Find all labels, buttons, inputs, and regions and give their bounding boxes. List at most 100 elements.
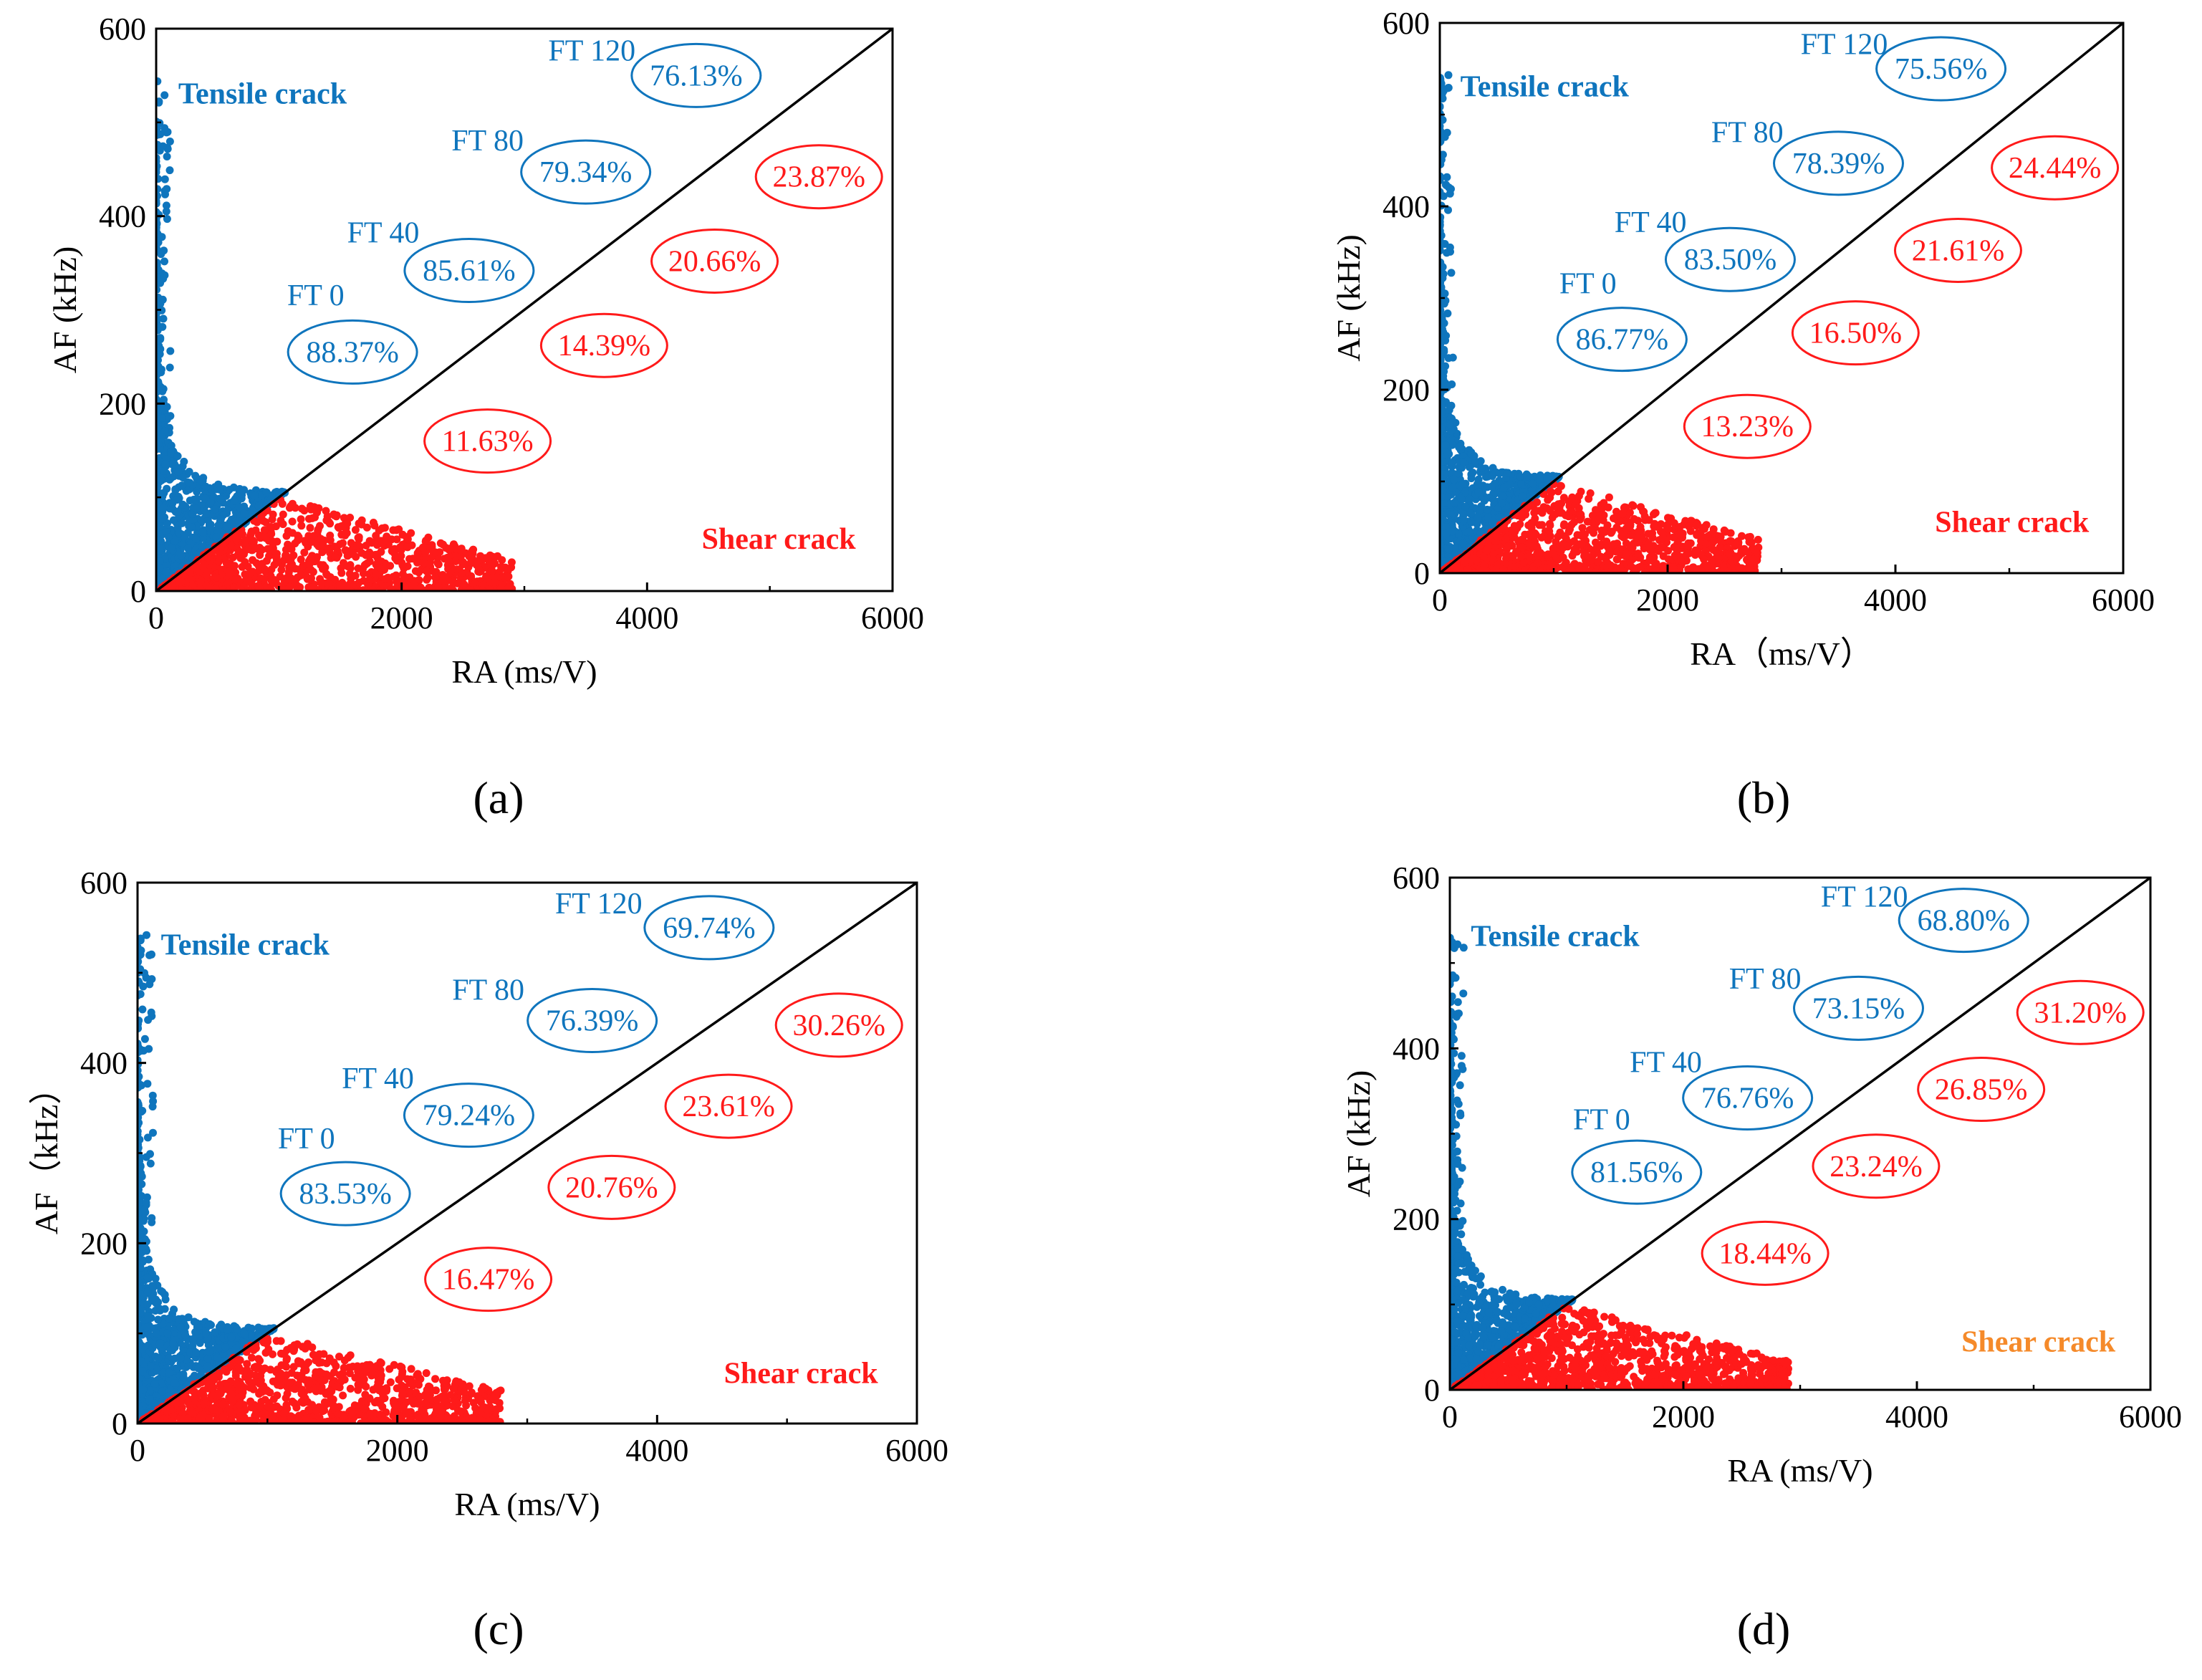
shear-point — [1600, 499, 1608, 507]
shear-point — [1484, 544, 1492, 553]
shear-point — [266, 523, 275, 531]
shear-point — [306, 502, 314, 510]
tensile-point — [159, 489, 168, 498]
shear-point — [1622, 549, 1630, 558]
shear-point — [478, 586, 486, 591]
tensile-point — [1440, 340, 1445, 348]
shear-point — [1676, 556, 1685, 565]
tensile-point — [1444, 71, 1453, 80]
shear-point — [1667, 514, 1675, 523]
shear-point — [239, 530, 246, 539]
tensile-point — [215, 522, 223, 530]
tensile-point — [1440, 492, 1446, 501]
shear-point — [211, 585, 220, 591]
shear-point — [1692, 522, 1701, 530]
shear-point — [380, 524, 389, 532]
shear-point — [440, 555, 448, 563]
tensile-point — [167, 441, 176, 450]
shear-point — [1569, 549, 1578, 557]
shear-point — [340, 585, 348, 591]
shear-point — [1502, 545, 1511, 554]
shear-point — [247, 580, 256, 588]
tensile-point — [1441, 289, 1449, 298]
y-tick-label: 400 — [1383, 189, 1430, 224]
shear-point — [249, 567, 257, 576]
shear-point — [1554, 500, 1562, 509]
tensile-point — [168, 544, 176, 552]
tensile-point — [170, 1305, 178, 1314]
shear-point — [241, 536, 250, 544]
tensile-point — [178, 519, 186, 527]
tensile-point — [206, 498, 215, 507]
shear-point — [1710, 537, 1718, 545]
shear-point — [396, 543, 405, 552]
tensile-point — [216, 515, 225, 524]
shear-point — [1591, 568, 1600, 573]
shear-point — [473, 561, 481, 570]
shear-point — [1489, 555, 1497, 563]
shear-point — [1629, 501, 1638, 510]
tensile-point — [160, 467, 168, 475]
shear-point — [1562, 558, 1570, 567]
shear-point — [410, 577, 418, 585]
shear-point — [291, 539, 299, 548]
tensile-point — [156, 175, 163, 183]
shear-point — [355, 578, 363, 587]
shear-point — [261, 518, 270, 527]
tensile-point — [234, 517, 243, 526]
tensile-point — [237, 486, 246, 495]
tensile-point — [1440, 231, 1446, 240]
shear-point — [1627, 531, 1635, 539]
tensile-point — [163, 153, 171, 160]
shear-point — [320, 536, 329, 544]
shear-point — [1496, 547, 1504, 556]
shear-point — [345, 547, 353, 555]
tensile-point — [1448, 380, 1456, 388]
shear-point — [1545, 527, 1554, 535]
tensile-point — [156, 192, 161, 200]
shear-point — [1726, 529, 1735, 537]
shear-point — [1594, 557, 1602, 566]
y-tick-label: 200 — [99, 386, 146, 421]
tensile-point — [156, 266, 163, 274]
shear-point — [1703, 562, 1711, 570]
tensile-point — [1498, 499, 1506, 508]
shear-percentage: 14.39% — [539, 312, 668, 378]
shear-point — [1742, 547, 1751, 556]
tensile-percentage: 88.37% — [287, 319, 418, 385]
tensile-point — [1518, 492, 1527, 501]
shear-point — [380, 575, 389, 583]
x-tick-label: 2000 — [370, 600, 433, 635]
tensile-percentage-value: 79.34% — [539, 156, 633, 189]
tensile-point — [162, 567, 170, 576]
shear-point — [441, 572, 450, 581]
tensile-point — [240, 509, 249, 518]
shear-crack-label: Shear crack — [702, 523, 857, 556]
shear-point — [1602, 537, 1611, 546]
shear-point — [1585, 494, 1593, 503]
tensile-point — [1443, 309, 1452, 317]
y-tick-label: 0 — [1414, 556, 1430, 591]
shear-point — [341, 529, 350, 537]
tensile-point — [193, 504, 201, 513]
panel-caption: (a) — [473, 772, 524, 823]
tensile-point — [1448, 459, 1457, 467]
shear-point — [203, 553, 212, 562]
shear-ellipse — [1991, 135, 2120, 201]
shear-point — [1625, 509, 1634, 517]
tensile-point — [1440, 372, 1448, 380]
tensile-point — [163, 403, 171, 411]
shear-percentage: 24.44% — [1991, 135, 2120, 201]
tensile-point — [1440, 499, 1448, 507]
tensile-point — [1443, 173, 1451, 181]
shear-point — [1641, 516, 1650, 524]
shear-point — [280, 577, 289, 585]
tensile-point — [158, 295, 167, 304]
shear-point — [1582, 552, 1590, 560]
shear-point — [434, 560, 443, 569]
shear-point — [1698, 524, 1707, 532]
tensile-point — [1440, 424, 1446, 433]
shear-point — [1597, 532, 1605, 541]
